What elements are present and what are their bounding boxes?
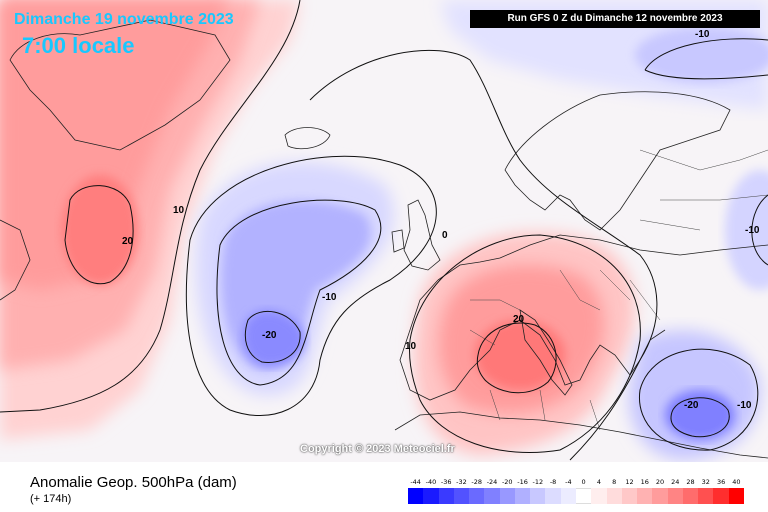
- color-scale-tick: 4: [596, 478, 601, 486]
- color-scale-cell: [637, 488, 653, 504]
- color-scale-cell: [728, 488, 745, 504]
- color-scale-tick: -28: [471, 478, 483, 486]
- color-scale-tick: -24: [486, 478, 498, 486]
- color-scale-cell: [438, 488, 455, 504]
- color-scale-cell: [499, 488, 516, 504]
- color-scale-tick: 24: [671, 478, 680, 486]
- contour-labels: -10 20 10 0 -10 -20 10 20 -10 -20 -10: [122, 29, 760, 411]
- color-scale-cell: [698, 488, 714, 504]
- color-scale-cell: [560, 488, 577, 504]
- color-scale-tick: 40: [732, 478, 741, 486]
- contour-label: 10: [173, 205, 185, 216]
- color-scale-tick: 8: [612, 478, 617, 486]
- color-scale-tick: -16: [517, 478, 528, 486]
- copyright-text: Copyright © 2023 Meteociel.fr: [300, 443, 455, 455]
- color-scale-cell: [667, 488, 684, 504]
- color-scale-cell: [514, 488, 531, 504]
- contour-label: -10: [322, 292, 337, 303]
- color-scale-cell: [408, 488, 424, 504]
- color-scale-tick: 36: [716, 478, 726, 486]
- contour-label: 10: [405, 341, 417, 352]
- color-scale-cell: [606, 488, 623, 504]
- color-scale-labels: -44 -40 -36 -32 -28 -24 -20 -16 -12 -8 -4 0 4 8 12 16 20…: [408, 478, 744, 488]
- contour-label: 0: [442, 230, 448, 241]
- color-scale-cell: [469, 488, 485, 504]
- contour-label: 20: [122, 236, 134, 247]
- color-scale-cell: [484, 488, 501, 504]
- valid-date: Dimanche 19 novembre 2023: [14, 11, 234, 28]
- color-scale-tick: 12: [625, 478, 634, 486]
- contour-label: -20: [262, 330, 277, 341]
- color-scale-tick: 28: [686, 478, 695, 486]
- coastlines: [0, 19, 768, 459]
- color-scale-cell: [682, 488, 699, 504]
- color-scale-tick: 32: [701, 478, 710, 486]
- color-scale-cell: [591, 488, 608, 504]
- contour-label: -10: [695, 29, 710, 40]
- color-scale-tick: -12: [532, 478, 544, 486]
- color-scale-tick: 0: [581, 478, 586, 486]
- color-scale-tick: -44: [410, 478, 421, 486]
- color-scale-tick: -32: [456, 478, 467, 486]
- color-scale-cell: [576, 488, 592, 504]
- color-scale-tick: -4: [565, 478, 572, 486]
- color-scale-cell: [652, 488, 669, 504]
- color-scale-cell: [545, 488, 562, 504]
- color-scale-cell: [423, 488, 440, 504]
- color-scale-tick: -8: [549, 478, 557, 486]
- color-scale-cell: [621, 488, 638, 504]
- map-variable-title: Anomalie Geop. 500hPa (dam): [30, 474, 237, 491]
- forecast-hour: (+ 174h): [30, 493, 72, 505]
- contour-label: 20: [513, 314, 525, 325]
- color-scale-cell: [713, 488, 730, 504]
- color-scale-cell: [453, 488, 470, 504]
- color-scale-tick: -20: [501, 478, 513, 486]
- color-scale-bar: [408, 488, 745, 504]
- valid-time: 7:00 locale: [22, 33, 135, 58]
- contour-label: -10: [737, 400, 752, 411]
- anomaly-map: -10 20 10 0 -10 -20 10 20 -10 -20 -10: [0, 0, 768, 462]
- anomaly-contours: [0, 0, 768, 461]
- color-scale-tick: -36: [440, 478, 452, 486]
- run-info-banner: Run GFS 0 Z du Dimanche 12 novembre 2023: [470, 10, 760, 28]
- color-scale-cell: [530, 488, 546, 504]
- color-scale-tick: 20: [655, 478, 665, 486]
- contour-label: -10: [745, 225, 760, 236]
- contour-label: -20: [684, 400, 699, 411]
- color-scale-tick: 16: [640, 478, 649, 486]
- color-scale-tick: -40: [425, 478, 437, 486]
